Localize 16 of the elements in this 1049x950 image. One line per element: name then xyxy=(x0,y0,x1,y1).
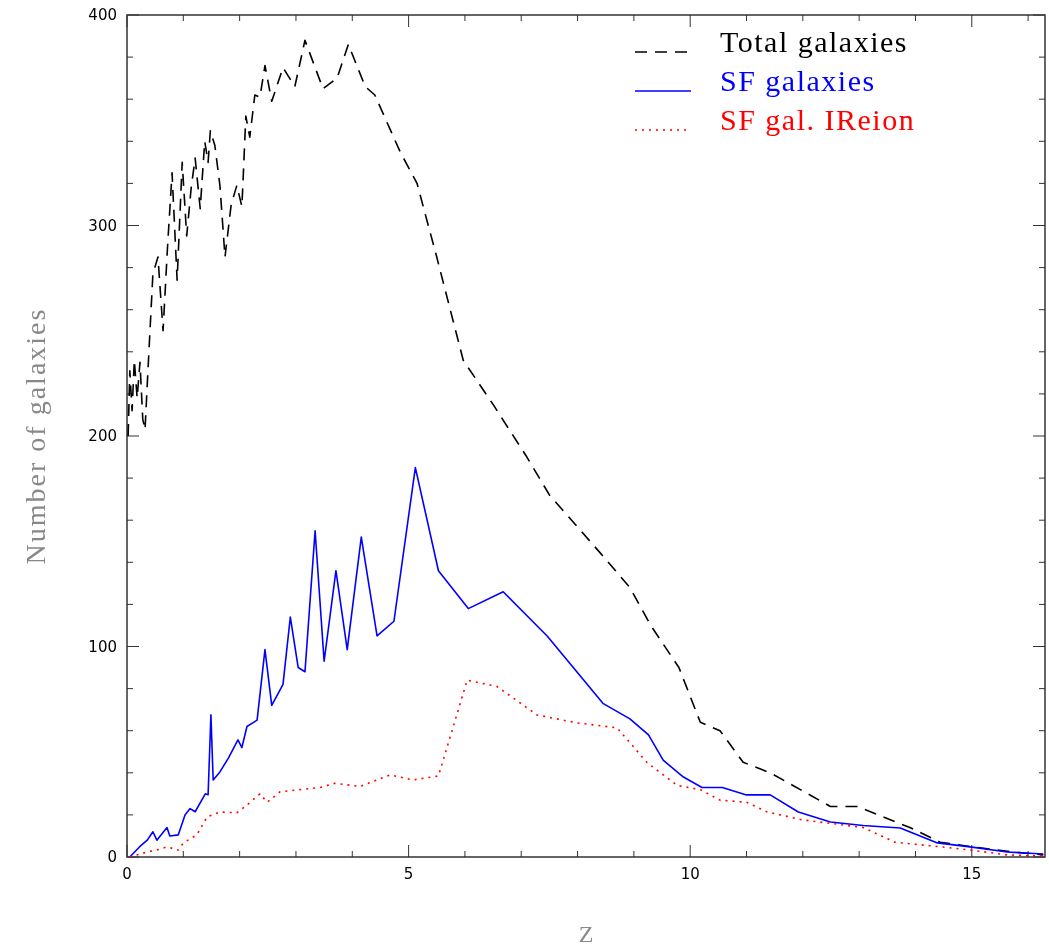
legend-label: Total galaxies xyxy=(720,25,909,58)
x-tick-label: 0 xyxy=(122,865,132,883)
x-axis-title: Z xyxy=(578,921,594,947)
y-tick-label: 0 xyxy=(107,848,117,866)
legend-label: SF gal. IReion xyxy=(720,103,916,136)
x-tick-label: 15 xyxy=(962,865,982,883)
line-series xyxy=(129,466,1045,858)
y-tick-label: 100 xyxy=(88,637,117,656)
legend-label: SF galaxies xyxy=(720,64,876,97)
x-tick-label: 10 xyxy=(680,865,700,883)
line-series xyxy=(129,679,1045,858)
y-axis-title: Number of galaxies xyxy=(20,307,51,565)
x-tick-label: 5 xyxy=(403,865,414,883)
y-tick-label: 300 xyxy=(88,216,117,235)
y-tick-label: 200 xyxy=(88,427,117,445)
y-tick-label: 400 xyxy=(88,6,117,24)
